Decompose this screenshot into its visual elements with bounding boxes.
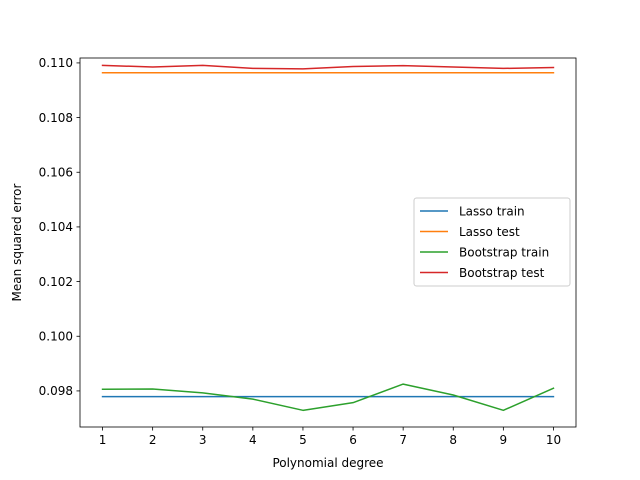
legend-label-3: Bootstrap train [459, 245, 549, 259]
axes-frame [79, 57, 577, 428]
series-line-4 [101, 64, 555, 70]
y-tick-label: 0.098 [39, 384, 73, 398]
series-layer [101, 64, 555, 412]
x-tick-label: 10 [546, 433, 561, 447]
y-tick-label: 0.106 [39, 166, 73, 180]
series-line-3 [101, 383, 555, 412]
y-tick-label: 0.102 [39, 275, 73, 289]
x-tick-label: 5 [299, 433, 307, 447]
y-axis-ticks: 0.098 0.100 0.102 0.104 0.106 0.108 0.110 [39, 56, 80, 398]
y-tick-label: 0.100 [39, 330, 73, 344]
x-tick-label: 9 [500, 433, 508, 447]
x-axis-ticks: 1 2 3 4 5 6 7 8 9 10 [99, 427, 561, 447]
legend-label-2: Lasso test [459, 225, 520, 239]
y-tick-label: 0.110 [39, 56, 73, 70]
x-tick-label: 4 [249, 433, 257, 447]
axes-spines [79, 57, 577, 428]
y-tick-label: 0.108 [39, 111, 73, 125]
x-axis-label: Polynomial degree [272, 456, 383, 470]
legend-frame [413, 197, 571, 287]
legend-label-4: Bootstrap test [459, 266, 545, 280]
x-tick-label: 2 [149, 433, 157, 447]
x-tick-label: 3 [199, 433, 207, 447]
y-tick-label: 0.104 [39, 220, 73, 234]
x-tick-label: 7 [399, 433, 407, 447]
x-tick-label: 8 [449, 433, 457, 447]
x-tick-label: 1 [99, 433, 107, 447]
legend: Lasso train Lasso test Bootstrap train Boot… [413, 197, 571, 287]
y-axis-label: Mean squared error [10, 183, 24, 301]
x-tick-label: 6 [349, 433, 357, 447]
legend-label-1: Lasso train [459, 204, 525, 218]
